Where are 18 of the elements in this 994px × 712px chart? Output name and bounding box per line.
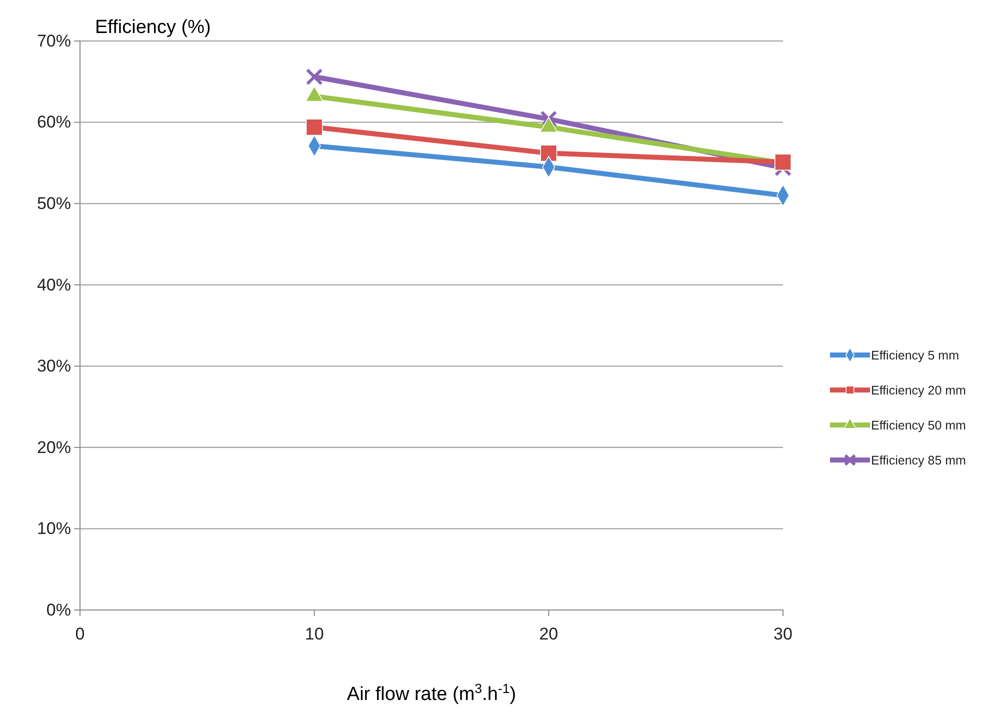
y-tick-label: 20% <box>36 438 71 457</box>
y-tick-label: 40% <box>36 275 71 294</box>
y-tick-label: 0% <box>46 600 71 620</box>
x-tick-label: 20 <box>539 624 558 644</box>
x-tick-label: 0 <box>75 624 85 644</box>
legend-label: Efficiency 5 mm <box>871 348 959 362</box>
y-axis-title: Efficiency (%) <box>95 17 211 38</box>
y-tick-label: 70% <box>36 31 71 50</box>
y-tick-label: 50% <box>36 194 71 214</box>
x-tick-label: 10 <box>304 624 324 644</box>
y-tick-label: 30% <box>36 356 71 376</box>
x-tick-label: 30 <box>774 624 792 644</box>
y-tick-label: 60% <box>36 112 71 132</box>
legend-label: Efficiency 50 mm <box>871 418 966 432</box>
y-tick-label: 10% <box>36 519 71 538</box>
legend-label: Efficiency 85 mm <box>871 453 966 468</box>
legend-label: Efficiency 20 mm <box>871 383 966 398</box>
x-axis-title: Air flow rate (m$^{3}$.h$^{-1}$) <box>346 680 516 705</box>
